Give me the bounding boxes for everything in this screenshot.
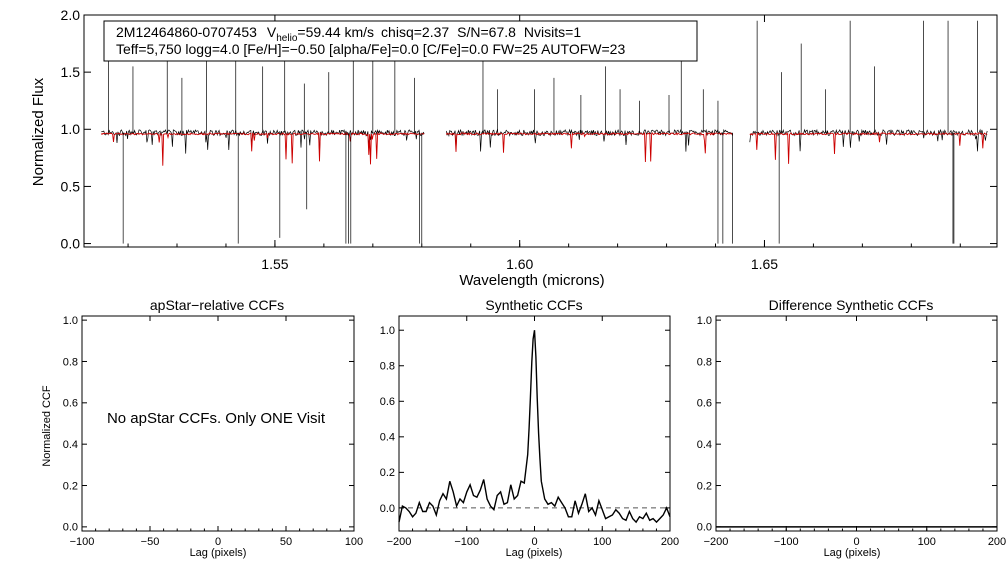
spectrum-y-axis-label: Normalized Flux: [30, 77, 47, 186]
spectrum-panel: 1.55 1.60 1.65 0.0 0.5 1.0 1.5 2.0 Wavelength (…: [30, 7, 998, 289]
x-tick-label: 0: [531, 536, 537, 548]
x-tick-label: 1.60: [506, 256, 533, 272]
info-box: 2M12464860-0707453 Vhelio=59.44 km/s chisq…: [103, 20, 698, 62]
y-tick-label: 0.2: [380, 467, 395, 479]
ccf-y-axis-label: Normalized CCF: [41, 385, 53, 467]
x-tick-label: 0: [853, 536, 859, 548]
x-tick-label: −100: [70, 536, 95, 548]
spectrum-axes: 1.55 1.60 1.65 0.0 0.5 1.0 1.5 2.0: [61, 7, 997, 272]
y-tick-label: 2.0: [61, 7, 81, 23]
synthetic-ccf-line: [398, 330, 671, 524]
y-tick-label: 1.0: [697, 315, 712, 327]
difference-ccf-axes: −200 −100 0 100 200 0.0 0.2 0.4 0.6 0.8 1.0: [697, 315, 1006, 548]
apstar-ccf-x-axis-label: Lag (pixels): [190, 547, 247, 559]
y-tick-label: 0.6: [380, 396, 395, 408]
apstar-ccf-title: apStar−relative CCFs: [150, 297, 284, 313]
y-tick-label: 1.0: [61, 121, 81, 137]
y-tick-label: 0.2: [697, 480, 712, 492]
info-line-2: Teff=5,750 logg=4.0 [Fe/H]=−0.50 [alpha/…: [116, 41, 625, 57]
x-tick-label: 1.55: [261, 256, 288, 272]
snr-value: S/N=67.8: [457, 24, 516, 40]
x-tick-label: −200: [704, 536, 729, 548]
difference-ccf-title: Difference Synthetic CCFs: [769, 297, 934, 313]
synthetic-ccf-title: Synthetic CCFs: [485, 297, 582, 313]
x-tick-label: −100: [454, 536, 479, 548]
vhelio-value: =59.44 km/s: [297, 24, 374, 40]
apstar-ccf-axes: −100 −50 0 50 100 0.0 0.2 0.4 0.6 0.8 1.0: [63, 315, 363, 548]
star-id: 2M12464860-0707453: [116, 24, 257, 40]
vhelio-subscript: helio: [276, 33, 298, 44]
nvisits-value: Nvisits=1: [524, 24, 581, 40]
y-tick-label: 0.2: [63, 480, 78, 492]
info-line-1: 2M12464860-0707453 Vhelio=59.44 km/s chisq…: [116, 24, 581, 44]
x-tick-label: 100: [593, 536, 611, 548]
y-tick-label: 0.0: [697, 522, 712, 534]
difference-ccf-x-axis-label: Lag (pixels): [824, 547, 881, 559]
synthetic-ccf-panel: Synthetic CCFs −200 −100 0 100 200 0.0 0.2 0.4 0…: [380, 297, 679, 559]
x-tick-label: −100: [774, 536, 799, 548]
x-tick-label: −200: [387, 536, 412, 548]
spectrum-data: [100, 20, 988, 244]
y-tick-label: 0.4: [380, 432, 395, 444]
synthetic-ccf-data: [398, 330, 671, 524]
vhelio-symbol: V: [267, 24, 277, 40]
y-tick-label: 0.0: [63, 522, 78, 534]
model-spectrum-line: [445, 131, 733, 163]
y-tick-label: 0.8: [63, 356, 78, 368]
model-spectrum-line: [749, 131, 988, 164]
x-tick-label: 0: [215, 536, 221, 548]
synthetic-ccf-plot-frame: [398, 315, 671, 532]
y-tick-label: 0.4: [697, 439, 712, 451]
y-tick-label: 0.8: [697, 356, 712, 368]
y-tick-label: 0.5: [61, 178, 81, 194]
x-tick-label: 50: [280, 536, 292, 548]
x-tick-label: −50: [141, 536, 160, 548]
y-tick-label: 1.0: [63, 315, 78, 327]
info-box-frame: [103, 20, 698, 62]
x-tick-label: 200: [661, 536, 679, 548]
apstar-ccf-panel: apStar−relative CCFs −100 −50 0 50 100 0.0 0.2…: [41, 297, 363, 559]
model-spectrum-line: [100, 131, 425, 166]
y-tick-label: 0.0: [61, 235, 81, 251]
x-tick-label: 200: [988, 536, 1006, 548]
y-tick-label: 0.8: [380, 361, 395, 373]
spectrum-x-axis-label: Wavelength (microns): [459, 272, 604, 289]
y-tick-label: 1.0: [380, 325, 395, 337]
y-tick-label: 0.4: [63, 439, 78, 451]
x-tick-label: 1.65: [751, 256, 778, 272]
observed-spectrum-line: [445, 128, 733, 152]
chisq-value: chisq=2.37: [381, 24, 449, 40]
y-tick-label: 1.5: [61, 64, 81, 80]
spectrum-plot-frame: [83, 14, 998, 248]
y-tick-label: 0.0: [380, 503, 395, 515]
synthetic-ccf-axes: −200 −100 0 100 200 0.0 0.2 0.4 0.6 0.8 1.0: [380, 316, 679, 548]
synthetic-ccf-x-axis-label: Lag (pixels): [506, 547, 563, 559]
y-tick-label: 0.6: [697, 398, 712, 410]
x-tick-label: 100: [345, 536, 363, 548]
x-tick-label: 100: [918, 536, 936, 548]
difference-ccf-plot-frame: [715, 315, 998, 532]
no-ccf-annotation: No apStar CCFs. Only ONE Visit: [107, 410, 326, 427]
y-tick-label: 0.6: [63, 398, 78, 410]
difference-ccf-panel: Difference Synthetic CCFs −200 −100 0 100 20…: [697, 297, 1006, 559]
